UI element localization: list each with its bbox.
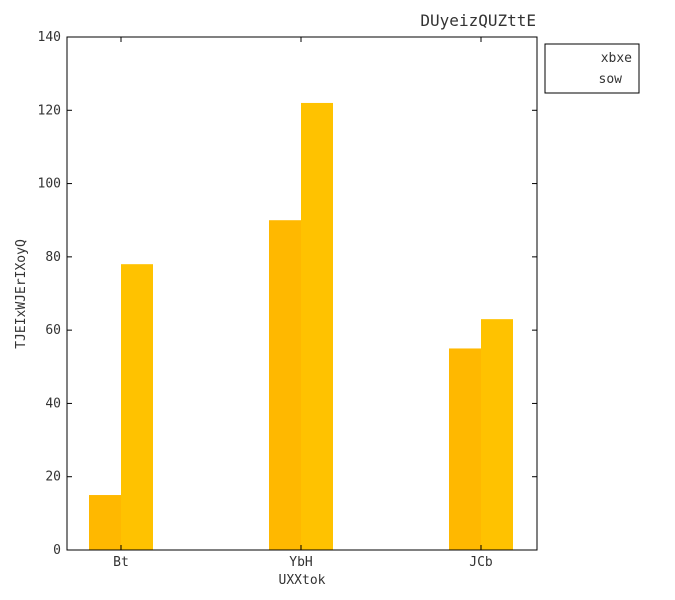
bar-sow-Bt [121,264,153,550]
y-tick-label: 80 [45,250,61,265]
legend-entry-sow: sow [599,72,623,87]
bar-xbxe-Bt [89,495,121,550]
y-tick-label: 60 [45,323,61,338]
x-axis: Bt YbH JCb [113,37,493,570]
plot-frame [66,36,538,551]
chart-title: DUyeizQUZttE [420,11,536,30]
y-tick-label: 20 [45,470,61,485]
y-tick-label: 140 [38,30,61,45]
x-tick-label-YbH: YbH [289,555,312,570]
y-tick-label: 40 [45,396,61,411]
y-tick-label: 100 [38,177,61,192]
y-axis-label: TJEIxWJErIXoyQ [14,239,29,349]
y-axis: 0 20 40 60 80 100 120 140 [38,30,537,558]
bar-xbxe-YbH [269,220,301,550]
x-axis-label: UXXtok [279,573,326,588]
y-tick-label: 120 [38,103,61,118]
y-tick-label: 0 [53,543,61,558]
bar-sow-JCb [481,319,513,550]
legend-entry-xbxe: xbxe [601,51,632,66]
bar-xbxe-JCb [449,348,481,550]
bar-sow-YbH [301,102,333,550]
x-tick-label-Bt: Bt [113,555,129,570]
legend-box [544,43,640,94]
x-tick-label-JCb: JCb [469,555,493,570]
bars-group [89,102,513,550]
legend: xbxe sow [544,43,640,94]
